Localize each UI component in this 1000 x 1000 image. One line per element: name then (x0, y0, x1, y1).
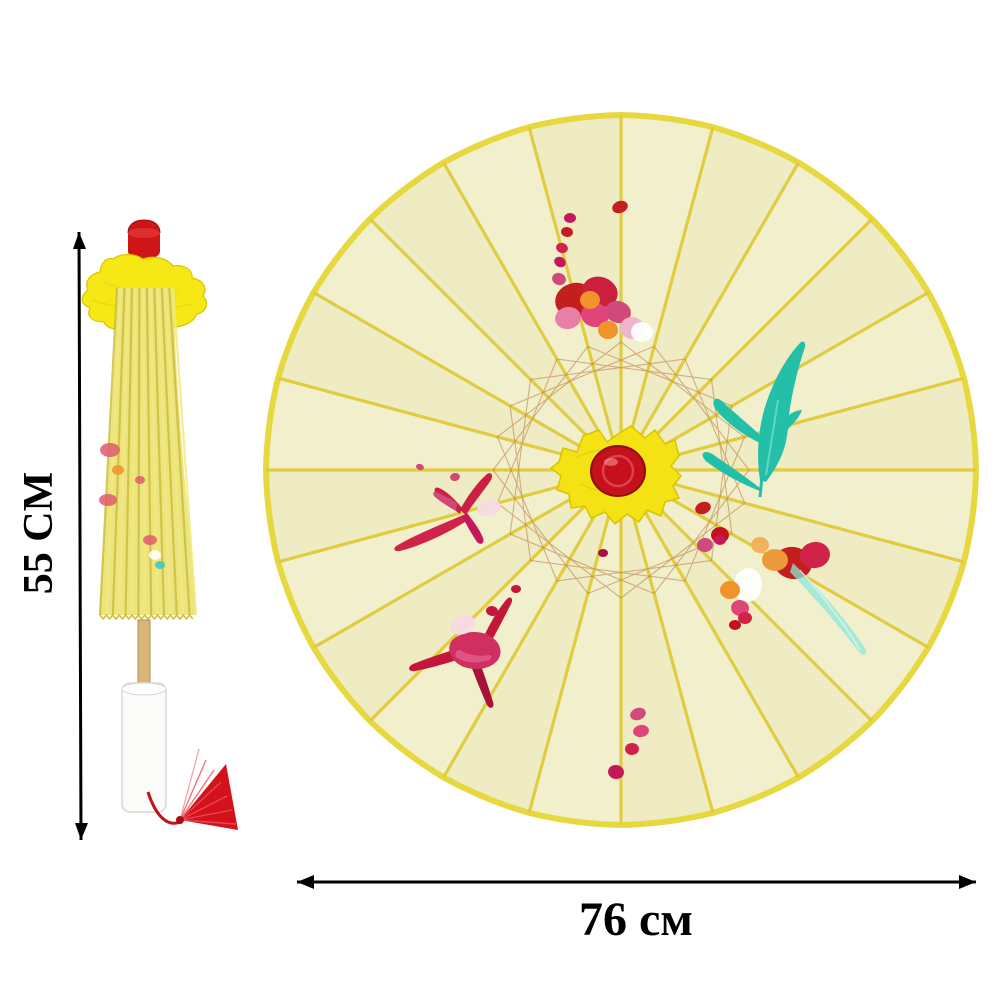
svg-text:76 см: 76 см (579, 893, 693, 946)
svg-text:55 СМ: 55 СМ (16, 472, 62, 594)
